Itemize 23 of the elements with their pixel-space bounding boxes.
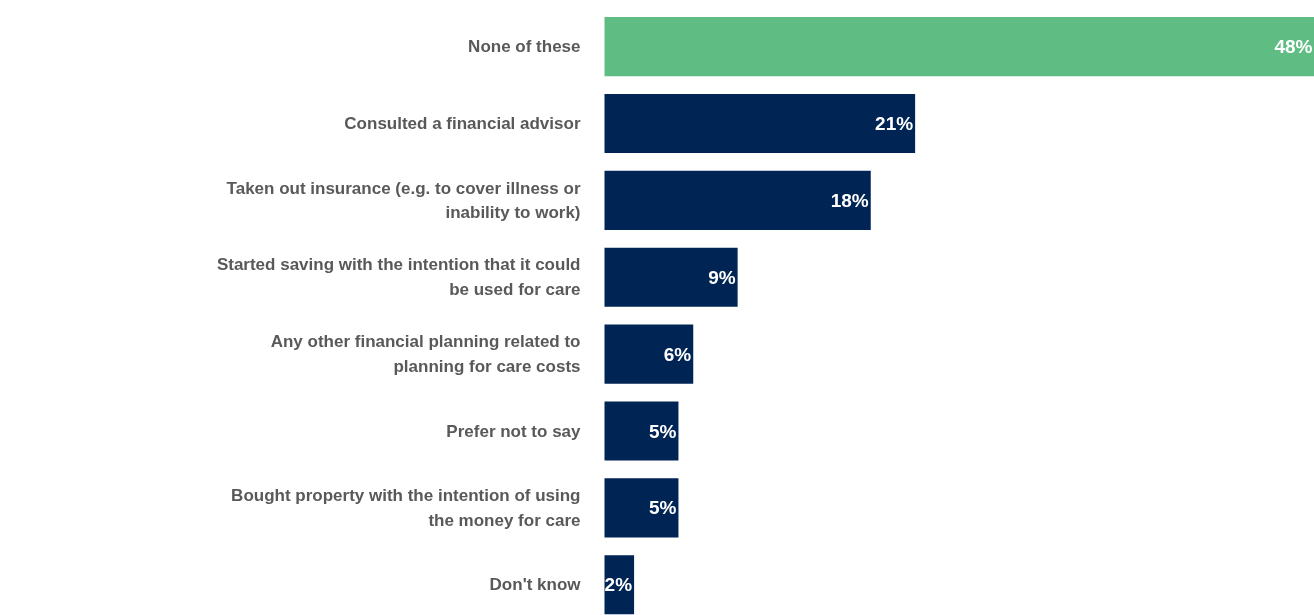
y-tick-label: Started saving with the intention that it could be used for care xyxy=(216,255,581,300)
bar xyxy=(604,170,871,230)
bar xyxy=(604,17,1314,77)
y-tick-label: Any other financial planning related to planning for care costs xyxy=(270,332,581,376)
data-label: 48% xyxy=(1274,36,1313,58)
data-label: 2% xyxy=(604,574,633,596)
y-tick-label: Taken out insurance (e.g. to cover illness or inability to work) xyxy=(226,178,581,223)
y-tick-label: None of these xyxy=(468,37,581,57)
data-label: 21% xyxy=(875,113,914,134)
data-label: 9% xyxy=(708,266,736,288)
bar xyxy=(604,247,738,307)
data-label: 5% xyxy=(649,420,677,442)
y-tick-label: Don't know xyxy=(489,575,582,595)
data-label: 5% xyxy=(649,497,677,519)
y-tick-label: Bought property with the intention of using the money for care xyxy=(231,486,581,530)
bar xyxy=(604,93,916,154)
bar xyxy=(604,401,679,461)
bar xyxy=(604,478,679,538)
data-label: 6% xyxy=(663,343,692,365)
y-tick-label: Consulted a financial advisor xyxy=(344,114,581,133)
data-label: 18% xyxy=(830,189,869,211)
bar xyxy=(604,324,694,384)
y-tick-label: Prefer not to say xyxy=(446,421,582,441)
